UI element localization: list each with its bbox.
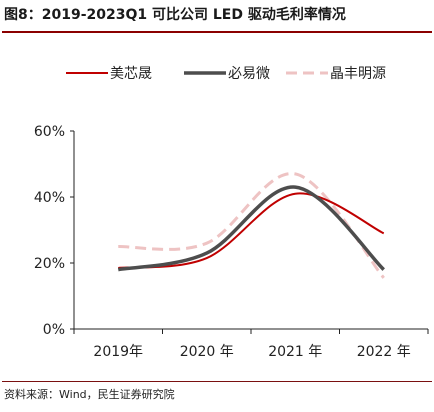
y-tick-label: 60% [34,124,65,140]
legend-label: 必易微 [228,66,270,82]
chart-legend: 美芯晟 必易微 晶丰明源 [66,66,386,82]
source-note: 资料来源：Wind，民生证券研究院 [4,388,175,401]
y-tick-label: 0% [43,322,65,338]
x-tick-label: 2019年 [93,344,143,360]
y-tick-label: 40% [34,190,65,206]
chart-axes: 0% 20% 40% 60% 2019年 2020 年 2021 年 2022 年 [34,124,429,360]
source-divider [2,381,432,382]
title-underline [2,31,432,33]
y-tick-label: 20% [34,256,65,272]
legend-label: 晶丰明源 [330,66,386,82]
figure-title: 图8：2019-2023Q1 可比公司 LED 驱动毛利率情况 [4,7,346,23]
chart-series [117,172,385,279]
gross-margin-line-chart: 美芯晟 必易微 晶丰明源 0% 20% 40% 60% 2019年 2020 年 2021 年 2… [34,66,429,360]
x-tick-label: 2022 年 [357,344,411,360]
x-tick-label: 2020 年 [180,344,234,360]
series-line-0 [118,192,385,269]
x-tick-label: 2021 年 [268,344,322,360]
series-line-1 [117,185,385,272]
legend-label: 美芯晟 [110,66,152,82]
